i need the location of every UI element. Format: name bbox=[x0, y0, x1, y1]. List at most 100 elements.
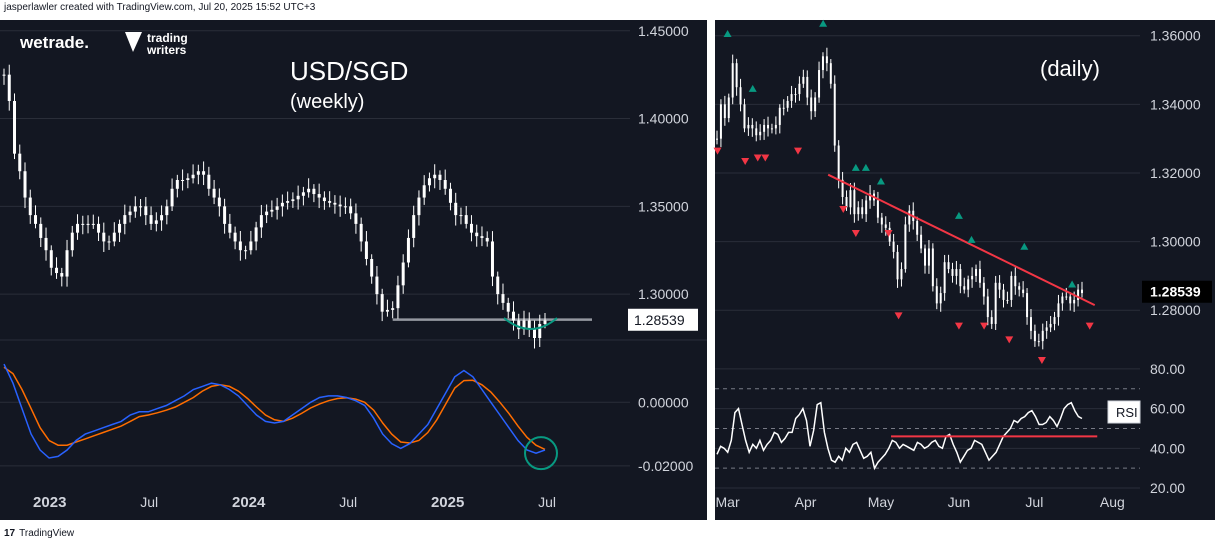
weekly-candle-body bbox=[91, 223, 95, 225]
footer: 17 TradingView bbox=[4, 528, 74, 539]
daily-y-tick-label: 1.34000 bbox=[1150, 96, 1201, 112]
bottom-arc bbox=[503, 317, 558, 330]
daily-candle-body bbox=[1041, 330, 1044, 342]
pivot-low-marker bbox=[1005, 336, 1014, 344]
weekly-candle-body bbox=[375, 276, 379, 295]
weekly-candle-body bbox=[175, 180, 179, 189]
weekly-candle-body bbox=[60, 273, 64, 277]
rsi-y-tick-label: 60.00 bbox=[1150, 401, 1185, 417]
weekly-candle-body bbox=[270, 209, 274, 212]
daily-candle-body bbox=[1010, 275, 1013, 300]
weekly-panel-bg bbox=[0, 20, 707, 520]
weekly-candle-body bbox=[354, 213, 358, 224]
daily-candle-body bbox=[892, 241, 895, 252]
weekly-candle-body bbox=[181, 180, 185, 181]
weekly-x-tick-label: 2025 bbox=[431, 494, 464, 511]
weekly-candle-body bbox=[217, 197, 221, 207]
daily-candle-body bbox=[786, 100, 789, 108]
weekly-candle-body bbox=[380, 294, 384, 312]
pivot-low-marker bbox=[713, 147, 722, 155]
weekly-y-tick-label: 1.30000 bbox=[638, 286, 689, 302]
weekly-y-tick-label: 1.40000 bbox=[638, 111, 689, 127]
daily-x-tick-label: Jun bbox=[948, 494, 971, 510]
daily-candle-body bbox=[982, 282, 985, 297]
weekly-y-axis: 1.45000 1.40000 1.35000 1.30000 0.00000 -0.02… bbox=[628, 23, 698, 474]
daily-candle-body bbox=[739, 87, 742, 105]
weekly-price-tag bbox=[628, 308, 698, 331]
daily-x-tick-label: May bbox=[868, 494, 894, 510]
pivot-high-marker bbox=[819, 19, 828, 27]
daily-candle-body bbox=[1069, 296, 1072, 304]
daily-candle-body bbox=[978, 269, 981, 283]
weekly-candle-body bbox=[107, 241, 111, 243]
weekly-candle-body bbox=[207, 174, 211, 189]
daily-candle-body bbox=[896, 251, 899, 280]
daily-candle-body bbox=[998, 282, 1001, 290]
rsi-y-tick-label: 40.00 bbox=[1150, 440, 1185, 456]
daily-candle-body bbox=[1002, 289, 1005, 300]
daily-candle-body bbox=[719, 104, 722, 139]
daily-candle-body bbox=[876, 200, 879, 218]
daily-price-tag-label: 1.28539 bbox=[1150, 284, 1201, 300]
rsi-label-box bbox=[1107, 400, 1141, 424]
weekly-candle-body bbox=[496, 276, 500, 295]
daily-price-tag bbox=[1142, 280, 1212, 303]
weekly-candle-body bbox=[76, 223, 80, 233]
weekly-candle-body bbox=[212, 188, 216, 198]
weekly-candle-body bbox=[328, 201, 332, 203]
weekly-candle-body bbox=[34, 215, 38, 224]
weekly-candle-body bbox=[291, 199, 295, 202]
pivot-high-marker bbox=[954, 211, 963, 219]
daily-candle-body bbox=[1026, 293, 1029, 318]
weekly-candle-body bbox=[102, 232, 106, 242]
daily-candle-body bbox=[731, 63, 734, 98]
weekly-candle-body bbox=[506, 302, 510, 312]
weekly-candle-body bbox=[49, 250, 53, 268]
weekly-candle-body bbox=[196, 171, 200, 175]
daily-candle-body bbox=[951, 269, 954, 276]
footer-brand: TradingView bbox=[19, 528, 75, 539]
weekly-candle-body bbox=[7, 74, 11, 101]
daily-y-tick-label: 1.28000 bbox=[1150, 302, 1201, 318]
weekly-candle-body bbox=[464, 215, 468, 224]
pivot-low-marker bbox=[741, 157, 750, 165]
weekly-candle-body bbox=[438, 174, 442, 180]
daily-x-axis: Mar Apr May Jun Jul Aug bbox=[716, 494, 1125, 510]
weekly-candle-body bbox=[359, 223, 363, 242]
daily-candle-body bbox=[939, 293, 942, 304]
weekly-candle-body bbox=[97, 223, 101, 233]
weekly-gridlines bbox=[0, 30, 630, 467]
daily-candle-body bbox=[743, 104, 746, 129]
weekly-candle-body bbox=[65, 250, 69, 277]
weekly-y-tick-label: 1.35000 bbox=[638, 198, 689, 214]
weekly-candle-body bbox=[160, 215, 164, 221]
pivot-high-marker bbox=[876, 177, 885, 185]
weekly-candle-body bbox=[343, 206, 347, 208]
pivot-low-marker bbox=[761, 154, 770, 162]
weekly-x-tick-label: 2023 bbox=[33, 494, 66, 511]
daily-candle-body bbox=[1022, 289, 1025, 294]
pivot-low-marker bbox=[1037, 356, 1046, 364]
daily-candle-body bbox=[1073, 299, 1076, 304]
daily-candle-body bbox=[1029, 317, 1032, 331]
daily-gridlines bbox=[715, 35, 1140, 489]
weekly-candle-body bbox=[254, 227, 258, 242]
weekly-candle-body bbox=[443, 180, 447, 189]
daily-x-tick-label: Apr bbox=[795, 494, 817, 510]
daily-candle-body bbox=[1061, 296, 1064, 304]
daily-candle-body bbox=[1065, 296, 1068, 298]
weekly-candles bbox=[2, 64, 547, 349]
daily-candle-body bbox=[971, 275, 974, 280]
daily-candle-body bbox=[1037, 341, 1040, 343]
weekly-price-tag-label: 1.28539 bbox=[634, 312, 685, 328]
pen-icon bbox=[125, 32, 142, 52]
pivot-low-marker bbox=[839, 206, 848, 214]
wetrade-logo-text: wetrade. bbox=[19, 33, 89, 52]
weekly-candle-body bbox=[139, 206, 143, 208]
daily-candle-body bbox=[755, 128, 758, 136]
crossover-circle bbox=[524, 436, 558, 471]
weekly-candle-body bbox=[149, 215, 153, 224]
daily-candle-body bbox=[963, 286, 966, 290]
daily-title: (daily) bbox=[1040, 56, 1100, 81]
